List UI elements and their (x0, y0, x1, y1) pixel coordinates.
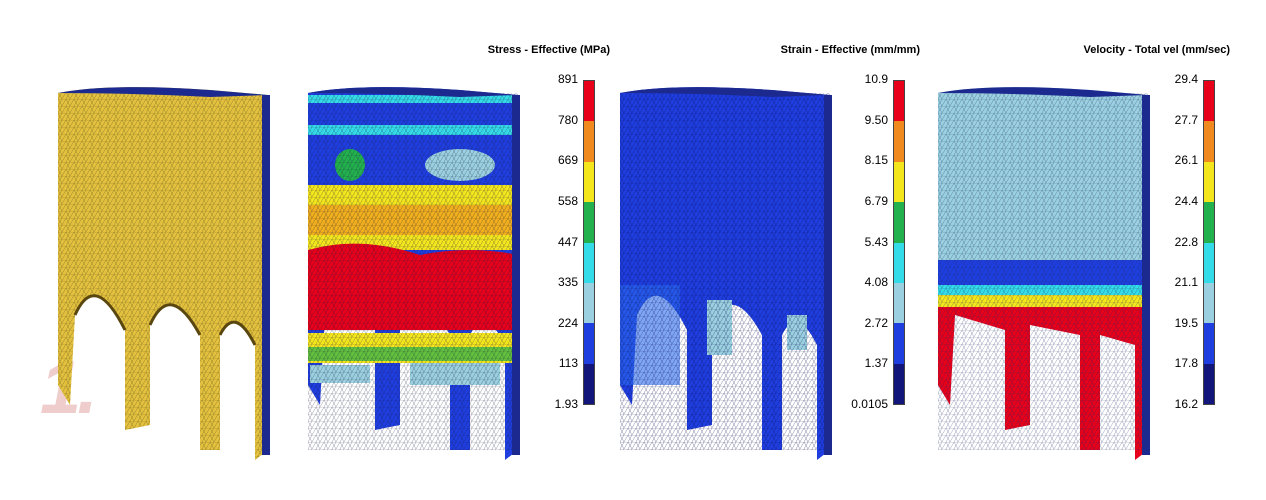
colorbar-tick-label: 447 (557, 234, 578, 249)
colorbar-segment (1204, 161, 1214, 203)
colorbar (893, 80, 905, 405)
colorbar-segment (1204, 282, 1214, 324)
colorbar-tick-label: 0.0105 (851, 397, 888, 411)
colorbar-tick-label: 19.5 (1174, 315, 1198, 330)
colorbar-segment (584, 242, 594, 283)
legend-velocity: Velocity - Total vel (mm/sec) 29.4 27.7 26… (1083, 0, 1230, 500)
colorbar-tick-label: 26.1 (1174, 153, 1198, 168)
colorbar-tick-label: 335 (557, 275, 578, 290)
colorbar-segment (1204, 81, 1214, 122)
colorbar-tick-label: 9.50 (864, 112, 888, 127)
colorbar-tick-label: 27.7 (1174, 112, 1198, 127)
colorbar-segment (894, 323, 904, 364)
colorbar-segment (1204, 363, 1214, 404)
mesh-model-strain (620, 87, 832, 460)
colorbar-segment (584, 121, 594, 162)
colorbar-segment (1204, 121, 1214, 162)
colorbar-tick-label: 558 (557, 193, 578, 208)
colorbar-segment (894, 161, 904, 203)
colorbar-tick-label: 10.9 (864, 72, 888, 86)
colorbar-tick-label: 16.2 (1174, 397, 1198, 411)
colorbar-tick-label: 8.15 (864, 153, 888, 168)
colorbar-segment (894, 202, 904, 243)
mesh-model-stress (308, 87, 520, 460)
legend-title: Velocity - Total vel (mm/sec) (1083, 44, 1230, 56)
colorbar-segment (894, 242, 904, 283)
colorbar-tick-label: 4.08 (864, 275, 888, 290)
colorbar-tick-label: 6.79 (864, 193, 888, 208)
legend-stress: Stress - Effective (MPa) 891 780 669 558 447… (488, 0, 610, 500)
legend-title: Stress - Effective (MPa) (487, 44, 610, 56)
colorbar-segment (584, 323, 594, 364)
colorbar-segment (584, 161, 594, 203)
colorbar-tick-label: 1.93 (554, 397, 578, 411)
colorbar-segment (894, 81, 904, 122)
colorbar-tick-label: 1.37 (864, 356, 888, 371)
colorbar-tick-label: 2.72 (864, 315, 888, 330)
colorbar (583, 80, 595, 405)
colorbar-segment (894, 282, 904, 324)
colorbar-tick-label: 5.43 (864, 234, 888, 249)
colorbar-tick-label: 113 (558, 356, 578, 371)
colorbar-tick-label: 29.4 (1174, 72, 1198, 86)
colorbar-segment (584, 282, 594, 324)
colorbar-tick-label: 22.8 (1174, 234, 1198, 249)
colorbar-segment (584, 202, 594, 243)
colorbar-tick-label: 24.4 (1174, 193, 1198, 208)
colorbar-segment (584, 81, 594, 122)
colorbar-tick-label: 21.1 (1174, 275, 1198, 290)
colorbar-tick-label: 17.8 (1174, 356, 1198, 371)
legend-title: Strain - Effective (mm/mm) (780, 44, 920, 56)
colorbar-segment (584, 363, 594, 404)
colorbar-tick-label: 669 (557, 153, 578, 168)
colorbar-tick-label: 224 (557, 315, 578, 330)
mesh-model-1 (58, 87, 270, 460)
colorbar-segment (894, 363, 904, 404)
colorbar-tick-label: 891 (557, 72, 578, 86)
colorbar-segment (894, 121, 904, 162)
colorbar-segment (1204, 202, 1214, 243)
colorbar (1203, 80, 1215, 405)
mesh-model-velocity (938, 87, 1150, 460)
colorbar-segment (1204, 323, 1214, 364)
legend-strain: Strain - Effective (mm/mm) 10.9 9.50 8.15 6… (781, 0, 920, 500)
colorbar-segment (1204, 242, 1214, 283)
colorbar-tick-label: 780 (557, 112, 578, 127)
